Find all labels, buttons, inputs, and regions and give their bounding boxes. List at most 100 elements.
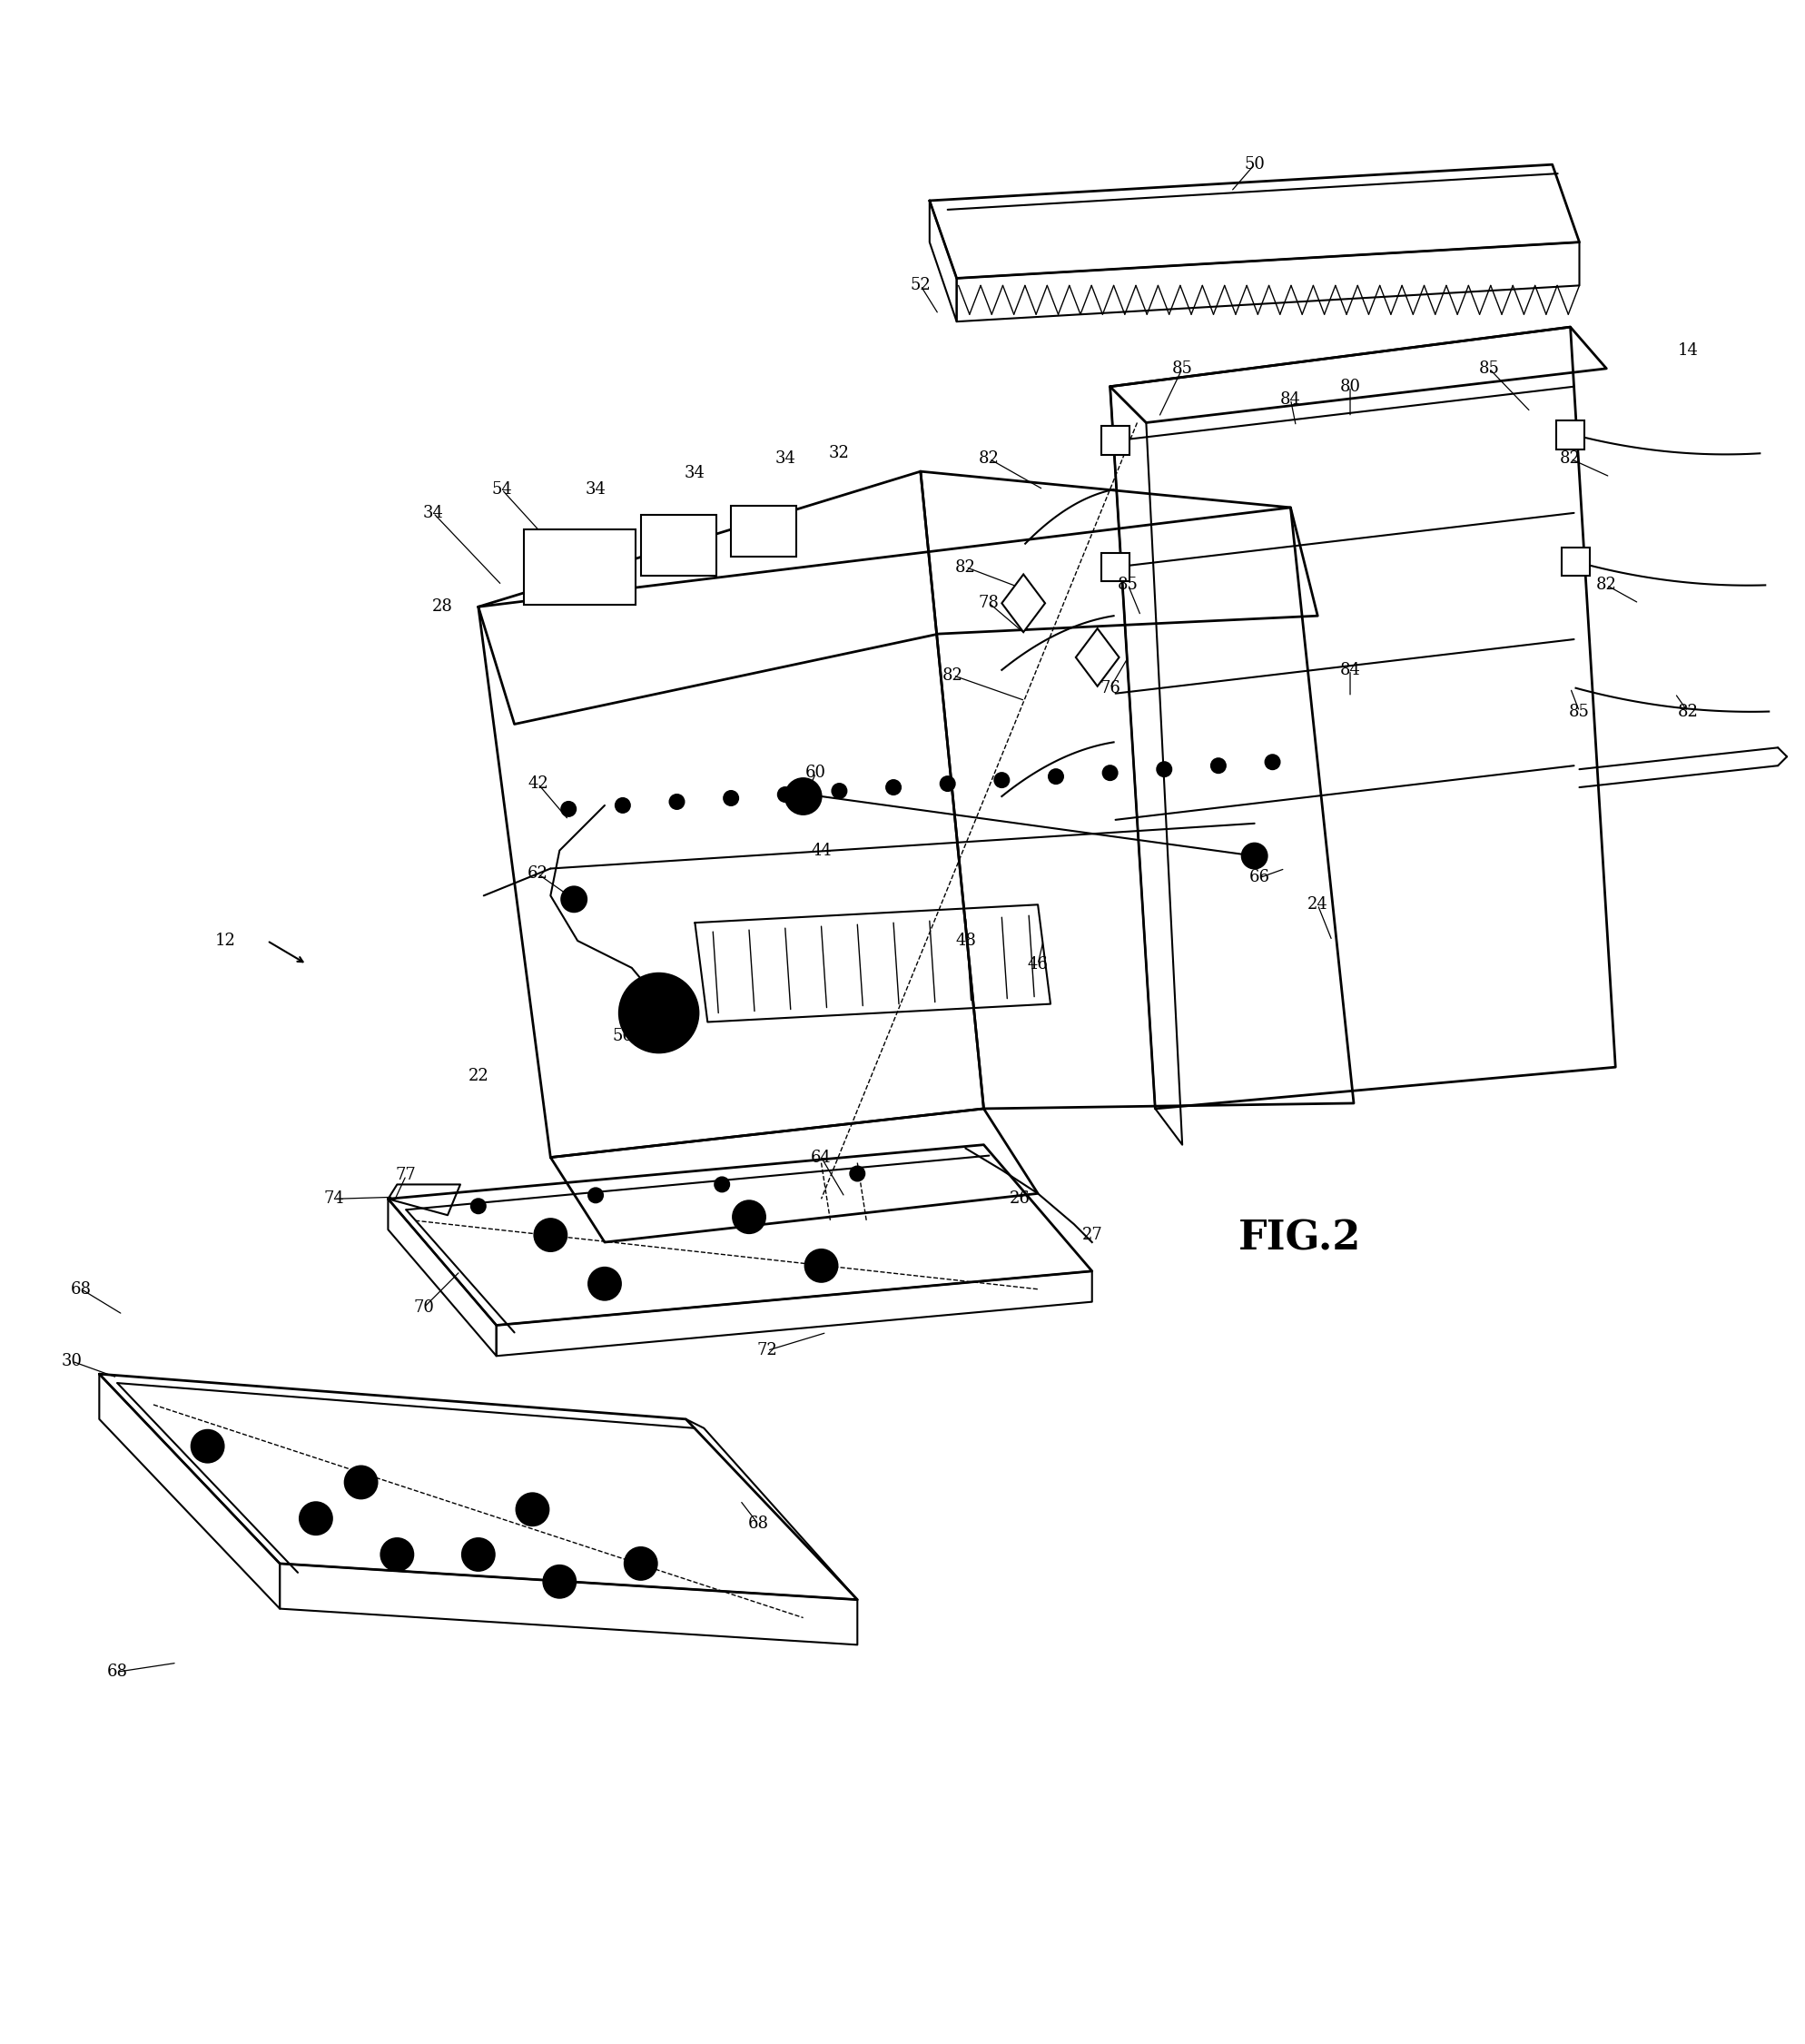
Polygon shape	[99, 1374, 857, 1600]
Circle shape	[785, 779, 821, 814]
Circle shape	[356, 1478, 366, 1488]
Text: 28: 28	[431, 599, 453, 615]
Circle shape	[543, 1566, 576, 1598]
Bar	[1101, 427, 1130, 456]
Polygon shape	[551, 1108, 1038, 1243]
Bar	[523, 529, 635, 605]
Bar	[641, 515, 717, 576]
Circle shape	[616, 797, 630, 814]
Polygon shape	[478, 472, 984, 1157]
Circle shape	[202, 1441, 213, 1451]
Text: 14: 14	[1677, 341, 1699, 358]
Circle shape	[392, 1549, 403, 1560]
Circle shape	[569, 893, 579, 905]
Text: 72: 72	[756, 1343, 778, 1359]
Text: 32: 32	[828, 446, 850, 462]
Circle shape	[554, 1576, 565, 1586]
Circle shape	[805, 1249, 838, 1282]
Text: 12: 12	[215, 932, 236, 948]
Circle shape	[635, 1558, 646, 1570]
Circle shape	[1265, 754, 1280, 769]
Circle shape	[744, 1212, 754, 1222]
Text: 82: 82	[978, 450, 1000, 466]
Text: 82: 82	[1677, 703, 1699, 719]
Bar	[1556, 421, 1585, 450]
Polygon shape	[1110, 327, 1615, 1108]
Polygon shape	[1002, 574, 1045, 632]
Text: 26: 26	[1009, 1192, 1031, 1208]
Circle shape	[462, 1539, 495, 1570]
Text: 82: 82	[942, 666, 964, 683]
Circle shape	[850, 1167, 865, 1181]
Text: 70: 70	[413, 1300, 435, 1316]
Circle shape	[561, 801, 576, 816]
Bar	[731, 505, 796, 556]
Text: 27: 27	[1081, 1226, 1103, 1243]
Text: 48: 48	[955, 932, 977, 948]
Text: 82: 82	[1560, 450, 1581, 466]
Text: 74: 74	[323, 1192, 345, 1208]
Text: FIG.2: FIG.2	[1238, 1218, 1361, 1259]
Text: 52: 52	[910, 278, 931, 294]
Text: 46: 46	[1027, 957, 1049, 973]
Text: 68: 68	[70, 1282, 92, 1298]
Circle shape	[191, 1431, 224, 1461]
Text: 56: 56	[612, 1028, 634, 1044]
Circle shape	[588, 1188, 603, 1202]
Text: 85: 85	[1117, 576, 1139, 593]
Circle shape	[625, 1547, 657, 1580]
Text: 77: 77	[395, 1167, 417, 1183]
Text: 24: 24	[1307, 897, 1328, 914]
Circle shape	[516, 1494, 549, 1525]
Text: 44: 44	[810, 842, 832, 858]
Circle shape	[619, 973, 699, 1053]
Text: 30: 30	[61, 1353, 83, 1369]
Circle shape	[473, 1549, 484, 1560]
Circle shape	[670, 795, 684, 809]
Text: 85: 85	[1569, 703, 1590, 719]
Text: 62: 62	[527, 867, 549, 883]
Circle shape	[724, 791, 738, 805]
Polygon shape	[478, 507, 1318, 724]
Circle shape	[733, 1200, 765, 1233]
Text: 22: 22	[467, 1067, 489, 1083]
Text: 82: 82	[1596, 576, 1617, 593]
Text: 85: 85	[1478, 360, 1500, 376]
Circle shape	[1157, 762, 1171, 777]
Text: 54: 54	[491, 480, 513, 497]
Polygon shape	[388, 1145, 1092, 1325]
Circle shape	[471, 1200, 486, 1214]
Bar	[1561, 548, 1590, 576]
Circle shape	[1103, 766, 1117, 781]
Polygon shape	[1110, 327, 1606, 423]
Text: 68: 68	[747, 1517, 769, 1533]
Text: 76: 76	[1099, 681, 1121, 697]
Text: 66: 66	[1249, 869, 1271, 885]
Text: 34: 34	[585, 480, 606, 497]
Polygon shape	[921, 472, 1354, 1108]
Circle shape	[310, 1513, 321, 1525]
Text: 82: 82	[955, 558, 977, 574]
Text: 42: 42	[527, 775, 549, 791]
Circle shape	[381, 1539, 413, 1570]
Text: 34: 34	[684, 466, 706, 482]
Circle shape	[886, 781, 901, 795]
Text: 60: 60	[805, 764, 827, 781]
Circle shape	[345, 1466, 377, 1498]
Circle shape	[1242, 844, 1267, 869]
Text: 84: 84	[1339, 662, 1361, 679]
Circle shape	[940, 777, 955, 791]
Text: 84: 84	[1280, 390, 1301, 407]
Text: 80: 80	[1339, 378, 1361, 394]
Circle shape	[1049, 769, 1063, 783]
Circle shape	[527, 1504, 538, 1515]
Circle shape	[715, 1177, 729, 1192]
Circle shape	[832, 783, 847, 797]
Text: 68: 68	[106, 1664, 128, 1680]
Circle shape	[561, 887, 587, 912]
Text: 34: 34	[422, 505, 444, 521]
Circle shape	[534, 1218, 567, 1251]
Circle shape	[599, 1278, 610, 1290]
Circle shape	[778, 787, 792, 801]
Circle shape	[816, 1261, 827, 1271]
